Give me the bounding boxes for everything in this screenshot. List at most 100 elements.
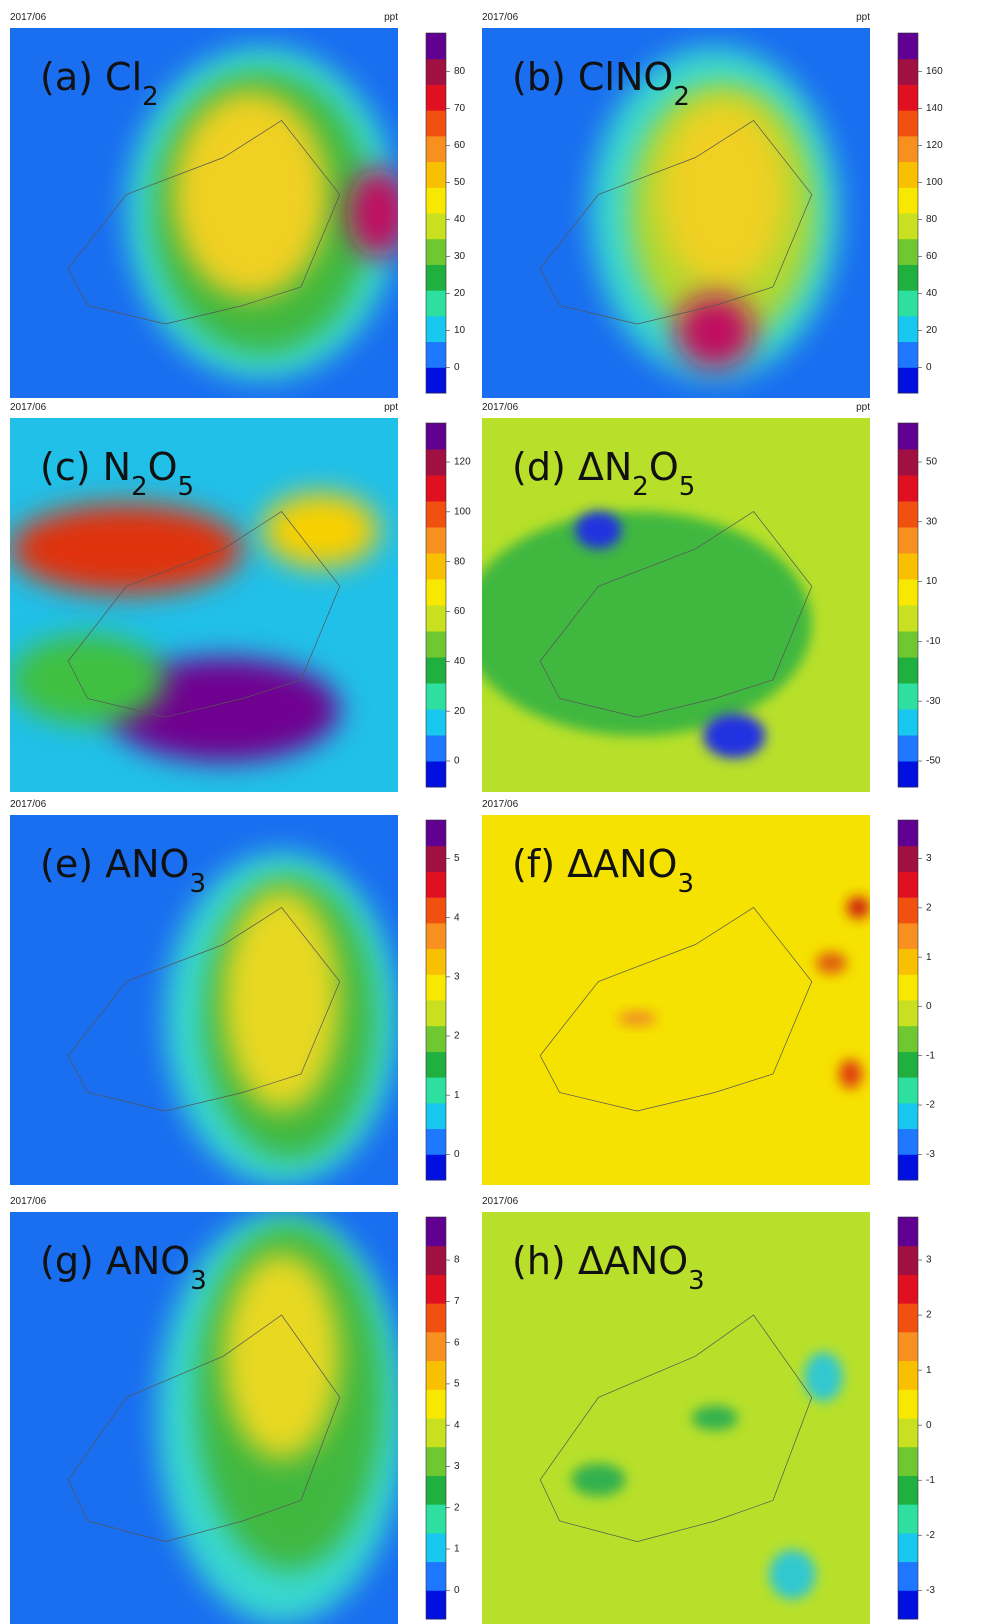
colorbar-segment bbox=[426, 553, 446, 580]
field-blob bbox=[816, 952, 847, 974]
colorbar-segment bbox=[898, 949, 918, 975]
date: 2017/06 bbox=[482, 402, 519, 413]
colorbar-tick-label: 3 bbox=[926, 1255, 932, 1266]
colorbar-segment bbox=[426, 187, 446, 213]
spacer bbox=[93, 842, 105, 886]
colorbar-segment bbox=[898, 1000, 918, 1026]
colorbar-tick-label: 0 bbox=[926, 1420, 932, 1431]
colorbar-segment bbox=[426, 84, 446, 110]
colorbar-segment bbox=[898, 239, 918, 265]
colorbar-tick-label: 40 bbox=[454, 656, 466, 667]
field-blob bbox=[575, 512, 622, 549]
colorbar-tick-label: 80 bbox=[926, 214, 938, 225]
colorbar-tick-label: 80 bbox=[454, 66, 466, 77]
subscript: 3 bbox=[189, 869, 206, 899]
field-blob bbox=[10, 635, 165, 725]
colorbar-segment bbox=[898, 605, 918, 632]
colorbar-segment bbox=[898, 1274, 918, 1303]
date: 2017/06 bbox=[482, 1196, 519, 1207]
formula-part: ΔANO bbox=[567, 842, 677, 886]
subscript: 2 bbox=[632, 472, 649, 502]
colorbar-tick-label: 70 bbox=[454, 103, 466, 114]
colorbar-segment bbox=[426, 1051, 446, 1077]
colorbar-segment bbox=[426, 239, 446, 265]
colorbar-segment bbox=[898, 1051, 918, 1077]
colorbar-segment bbox=[426, 423, 446, 450]
colorbar-segment bbox=[426, 1154, 446, 1180]
field-blob bbox=[660, 102, 784, 287]
colorbar-segment bbox=[426, 290, 446, 316]
panel-tag: (b) bbox=[512, 55, 566, 99]
colorbar-segment bbox=[898, 316, 918, 342]
colorbar-segment bbox=[898, 1418, 918, 1447]
colorbar-tick-label: 60 bbox=[926, 251, 938, 262]
colorbar-tick-label: 5 bbox=[454, 853, 460, 864]
colorbar-tick-label: -30 bbox=[926, 696, 941, 707]
colorbar-tick-label: 5 bbox=[454, 1379, 460, 1390]
colorbar-segment bbox=[426, 1418, 446, 1447]
colorbar-segment bbox=[898, 1475, 918, 1504]
date: 2017/06 bbox=[10, 1196, 47, 1207]
colorbar-segment bbox=[898, 449, 918, 476]
panel: 2017/06ppt(d) ΔN2O5-50-30-10103050 bbox=[463, 402, 941, 792]
formula-part: O bbox=[148, 445, 178, 489]
colorbar-segment bbox=[426, 1389, 446, 1418]
field-blob bbox=[262, 493, 378, 568]
colorbar-segment bbox=[898, 974, 918, 1000]
colorbar-segment bbox=[898, 553, 918, 580]
unit: ppt bbox=[384, 402, 398, 413]
date: 2017/06 bbox=[482, 799, 519, 810]
colorbar-segment bbox=[898, 1332, 918, 1361]
colorbar-segment bbox=[426, 1562, 446, 1591]
colorbar-tick-label: 40 bbox=[454, 214, 466, 225]
colorbar-segment bbox=[426, 820, 446, 846]
colorbar-segment bbox=[898, 475, 918, 502]
colorbar-segment bbox=[898, 735, 918, 762]
unit: ppt bbox=[856, 402, 870, 413]
colorbar-tick-label: 20 bbox=[454, 288, 466, 299]
field-blob bbox=[847, 896, 870, 918]
colorbar-segment bbox=[426, 110, 446, 136]
colorbar-segment bbox=[426, 683, 446, 710]
field-blob bbox=[692, 1406, 739, 1431]
panel: 2017/06(h) ΔANO3-3-2-10123 bbox=[482, 1196, 935, 1624]
colorbar-tick-label: 0 bbox=[454, 1585, 460, 1596]
field-blob bbox=[703, 713, 765, 758]
colorbar-segment bbox=[426, 949, 446, 975]
unit: ppt bbox=[856, 12, 870, 23]
colorbar-tick-label: 6 bbox=[454, 1337, 460, 1348]
colorbar-segment bbox=[898, 761, 918, 788]
field-blob bbox=[839, 1059, 862, 1089]
colorbar-tick-label: 10 bbox=[926, 576, 938, 587]
colorbar-tick-label: 7 bbox=[454, 1296, 460, 1307]
colorbar-segment bbox=[426, 761, 446, 788]
colorbar-segment bbox=[898, 33, 918, 59]
spacer bbox=[91, 445, 103, 489]
colorbar-tick-label: 0 bbox=[926, 362, 932, 373]
colorbar-tick-label: -2 bbox=[926, 1100, 935, 1111]
date: 2017/06 bbox=[10, 402, 47, 413]
subscript: 2 bbox=[142, 82, 159, 112]
colorbar-tick-label: 3 bbox=[454, 971, 460, 982]
colorbar-tick-label: 3 bbox=[926, 853, 932, 864]
colorbar-segment bbox=[898, 1154, 918, 1180]
spacer bbox=[93, 55, 105, 99]
formula-part: ΔANO bbox=[578, 1239, 688, 1283]
formula-part: O bbox=[649, 445, 679, 489]
colorbar-segment bbox=[898, 923, 918, 949]
colorbar-segment bbox=[898, 1590, 918, 1619]
field-blob bbox=[223, 889, 339, 1111]
colorbar-segment bbox=[898, 264, 918, 290]
colorbar-segment bbox=[426, 1361, 446, 1390]
panel-tag: (a) bbox=[40, 55, 93, 99]
formula-part: ANO bbox=[105, 842, 189, 886]
colorbar-segment bbox=[898, 683, 918, 710]
colorbar-tick-label: 160 bbox=[926, 66, 943, 77]
colorbar-segment bbox=[426, 631, 446, 658]
colorbar-segment bbox=[426, 657, 446, 684]
formula-part: ANO bbox=[106, 1239, 190, 1283]
colorbar-tick-label: 1 bbox=[926, 952, 932, 963]
colorbar-segment bbox=[426, 579, 446, 606]
